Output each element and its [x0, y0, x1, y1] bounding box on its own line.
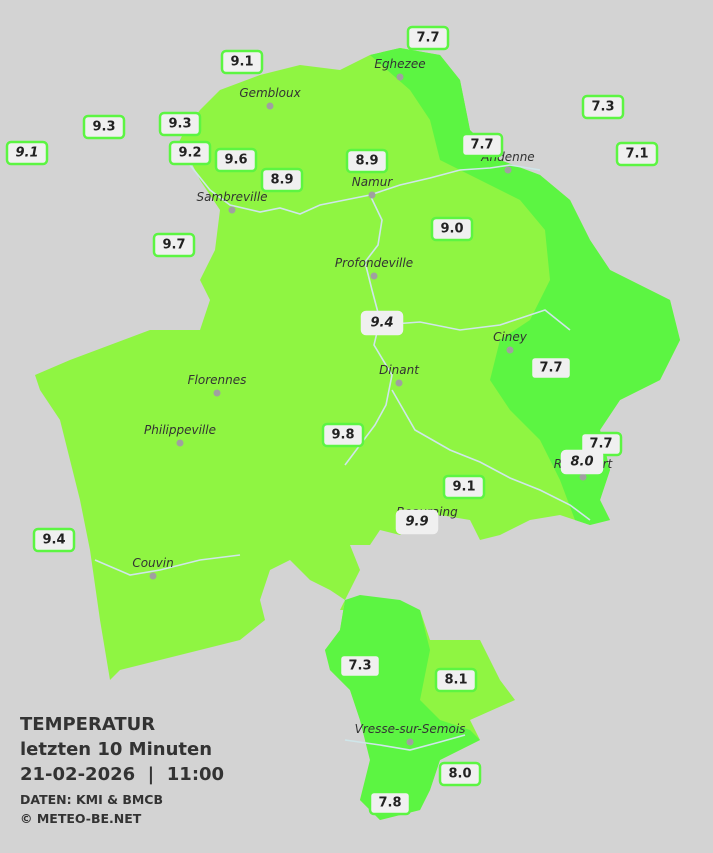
station-box	[395, 509, 439, 535]
city-label: Florennes	[188, 373, 247, 387]
city-label: Eghezee	[374, 57, 425, 71]
city-label: Profondeville	[335, 256, 413, 270]
station-value: 8.9	[355, 154, 378, 169]
station-box	[158, 111, 202, 137]
station-value: 9.1	[230, 55, 253, 70]
legend-datetime: 21-02-2026 | 11:00	[20, 764, 224, 785]
city-label: Gembloux	[239, 86, 301, 100]
station-value: 8.0	[570, 455, 593, 470]
station-box	[32, 527, 76, 553]
city-dot	[395, 379, 403, 387]
station-value: 7.1	[625, 147, 648, 162]
legend-copyright: © METEO-BE.NET	[20, 811, 142, 826]
station-value: 9.9	[405, 515, 428, 530]
station-box	[581, 94, 625, 120]
station-box	[368, 790, 412, 816]
station-value: 7.3	[591, 100, 614, 115]
city-label: Philippeville	[144, 423, 216, 437]
city-dot	[266, 102, 274, 110]
station-box	[529, 355, 573, 381]
station-value: 8.9	[270, 173, 293, 188]
city-dot	[506, 346, 514, 354]
station-box	[560, 449, 604, 475]
river	[344, 734, 466, 751]
city-dot	[504, 166, 512, 174]
city-dot	[149, 572, 157, 580]
station-value: 9.3	[92, 120, 115, 135]
station-value: 7.3	[348, 659, 371, 674]
station-value: 9.3	[168, 117, 191, 132]
station-box	[360, 310, 404, 336]
stations: 7.7 9.1 7.3 9.3 9.3 9.1 9.2 9.6 8.9 7.7 7.1 8.9 9.0 9…	[5, 25, 659, 816]
station-box	[430, 216, 474, 242]
station-box	[5, 140, 49, 166]
station-box	[460, 132, 504, 158]
station-value: 7.8	[378, 796, 401, 811]
station-box	[345, 148, 389, 174]
legend-title: TEMPERATUR	[20, 714, 155, 735]
station-value: 9.2	[178, 146, 201, 161]
city-dot	[368, 191, 376, 199]
station-value: 9.1	[15, 146, 38, 161]
station-box	[406, 25, 450, 51]
station-value: 9.8	[331, 428, 354, 443]
city-label: Namur	[352, 175, 394, 189]
station-value: 9.7	[162, 238, 185, 253]
station-value: 7.7	[589, 437, 612, 452]
station-value: 7.7	[470, 138, 493, 153]
station-box	[442, 474, 486, 500]
station-value: 7.7	[416, 31, 439, 46]
station-box	[82, 114, 126, 140]
station-box	[615, 141, 659, 167]
legend-period: letzten 10 Minuten	[20, 739, 212, 760]
station-box	[260, 167, 304, 193]
station-box	[168, 140, 212, 166]
river	[189, 164, 541, 215]
city-label: Sambreville	[196, 190, 267, 204]
river	[94, 554, 241, 576]
station-value: 9.4	[370, 316, 393, 331]
city-label: Vresse-sur-Semois	[355, 722, 466, 736]
legend-source: DATEN: KMI & BMCB	[20, 792, 163, 807]
station-value: 7.7	[539, 361, 562, 376]
station-box	[338, 653, 382, 679]
station-value: 8.0	[448, 767, 471, 782]
station-box	[152, 232, 196, 258]
city-dot	[213, 389, 221, 397]
river	[379, 309, 571, 331]
station-value: 9.4	[42, 533, 65, 548]
city-dot	[396, 73, 404, 81]
city-dot	[579, 473, 587, 481]
city-label: Couvin	[132, 556, 173, 570]
cold-zone	[370, 48, 680, 525]
station-value: 9.0	[440, 222, 463, 237]
city-dot	[370, 272, 378, 280]
city-label: Ciney	[493, 330, 528, 344]
city-dot	[406, 738, 414, 746]
station-box	[438, 761, 482, 787]
station-box	[321, 422, 365, 448]
station-value: 9.6	[224, 153, 247, 168]
city-dot	[228, 206, 236, 214]
cold-zone	[325, 595, 480, 820]
station-box	[434, 667, 478, 693]
city-dot	[176, 439, 184, 447]
station-value: 8.1	[444, 673, 467, 688]
river	[391, 389, 591, 521]
station-box	[214, 147, 258, 173]
city-label: Dinant	[379, 363, 420, 377]
station-value: 9.1	[452, 480, 475, 495]
station-box	[220, 49, 264, 75]
